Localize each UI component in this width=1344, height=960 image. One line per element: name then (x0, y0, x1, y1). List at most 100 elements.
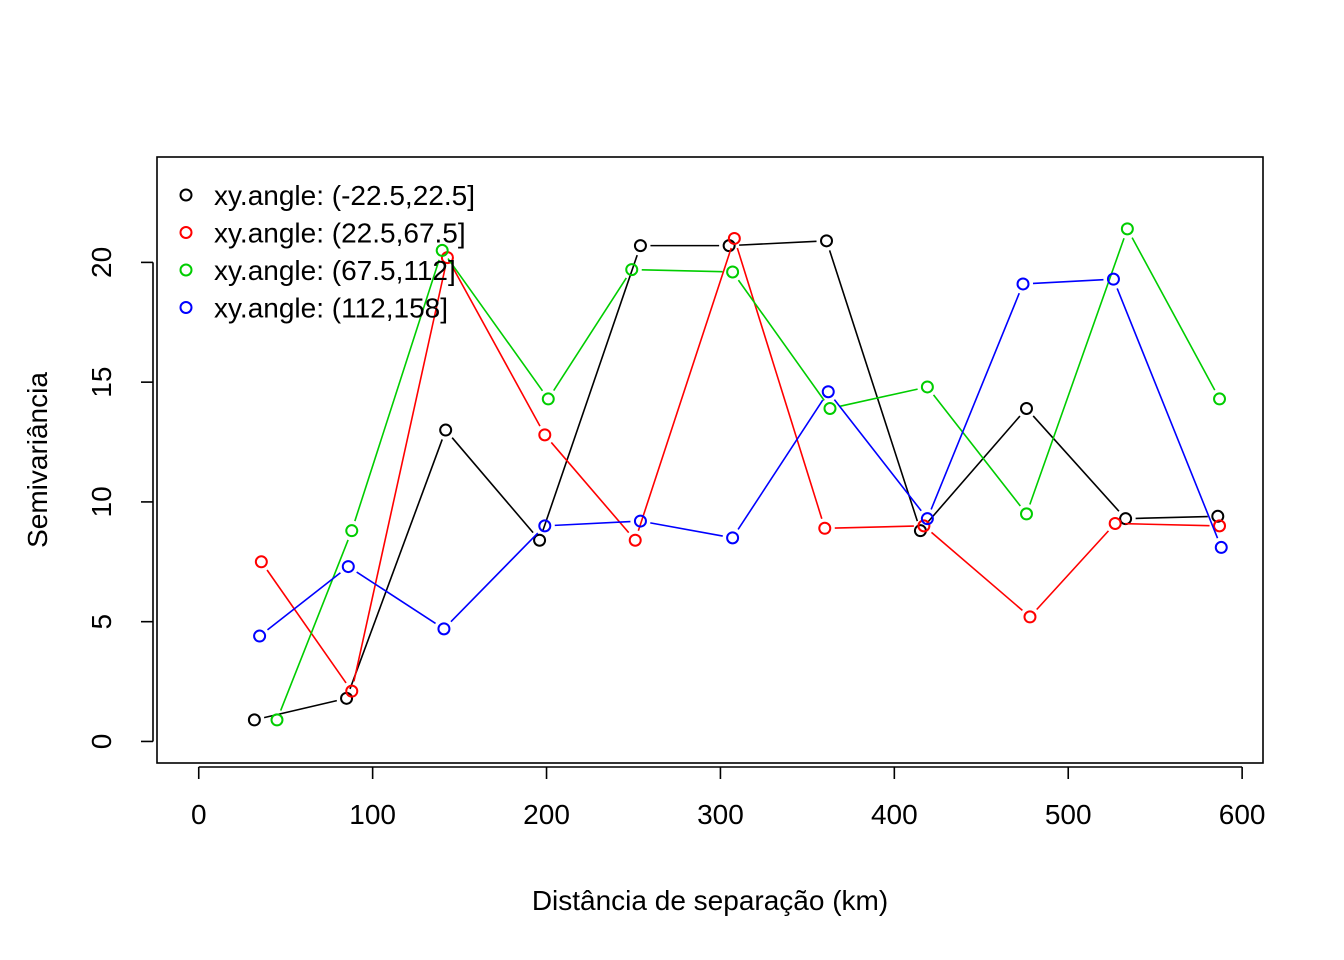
series-line-segment (736, 247, 823, 519)
x-tick-label: 600 (1219, 799, 1266, 830)
legend-marker (179, 188, 193, 202)
series-line-segment (1116, 288, 1219, 539)
x-axis-title: Distância de separação (km) (532, 885, 888, 916)
data-point (533, 533, 547, 547)
series-line-segment (932, 394, 1021, 507)
data-point (247, 713, 261, 727)
data-point (1213, 392, 1227, 406)
data-point (818, 521, 832, 535)
series-line-segment (356, 571, 436, 625)
data-point (1023, 610, 1037, 624)
data-point (727, 231, 741, 245)
series-line-segment (451, 265, 541, 427)
data-point (1214, 540, 1228, 554)
series-line-segment (1125, 522, 1210, 527)
legend-label: xy.angle: (-22.5,22.5] (214, 180, 475, 211)
data-point (1119, 512, 1133, 526)
legend-marker (179, 263, 193, 277)
data-point (821, 385, 835, 399)
legend-label: xy.angle: (67.5,112] (214, 255, 456, 286)
series-line-segment (1032, 415, 1120, 512)
series-line-segment (1135, 515, 1208, 520)
y-axis: 0 5 10 15 20 (86, 247, 154, 750)
data-point (633, 514, 647, 528)
series-line-segment (926, 415, 1021, 524)
series-line-segment (641, 269, 723, 273)
series-line-segment (739, 240, 817, 246)
series-line-segment (650, 522, 723, 537)
series-line-segment (833, 399, 922, 512)
series-layer (247, 222, 1228, 727)
series-line-segment (451, 437, 534, 534)
series-line-segment (266, 572, 341, 631)
x-axis: 0 100 200 300 400 500 600 (191, 766, 1266, 830)
series-1 (247, 234, 1225, 727)
data-point (435, 243, 449, 257)
data-point (345, 684, 359, 698)
series-line-segment (637, 247, 732, 531)
series-line-segment (737, 279, 825, 401)
x-tick-label: 500 (1045, 799, 1092, 830)
data-point (437, 622, 451, 636)
data-point (341, 560, 355, 574)
series-line-segment (279, 539, 349, 711)
data-point (625, 263, 639, 277)
x-tick-label: 300 (697, 799, 744, 830)
legend-marker (179, 301, 193, 314)
data-point (917, 519, 931, 533)
legend: xy.angle: (-22.5,22.5] xy.angle: (22.5,67… (179, 180, 475, 324)
series-line-segment (542, 254, 638, 532)
y-tick-label: 15 (86, 367, 117, 398)
data-point (1019, 402, 1033, 416)
data-point (541, 392, 555, 406)
data-point (538, 428, 552, 442)
y-tick-label: 5 (86, 614, 117, 630)
data-point (1211, 509, 1225, 523)
series-line-segment (930, 292, 1020, 510)
data-point (1120, 222, 1134, 236)
data-point (1106, 272, 1120, 286)
data-point (538, 519, 552, 533)
series-3 (270, 222, 1227, 727)
series-line-segment (930, 531, 1023, 611)
data-point (1108, 516, 1122, 530)
data-point (920, 380, 934, 394)
legend-item: xy.angle: (22.5,67.5] (179, 218, 466, 249)
series-line-segment (353, 267, 447, 682)
data-point (1019, 507, 1033, 521)
legend-label: xy.angle: (22.5,67.5] (214, 218, 466, 249)
data-point (270, 713, 284, 727)
legend-label: xy.angle: (112,158] (214, 293, 448, 324)
series-line-segment (828, 250, 919, 522)
y-axis-title: Semivariância (22, 372, 53, 548)
series-line-segment (554, 520, 631, 527)
series-line-segment (839, 388, 918, 408)
series-line-segment (266, 569, 347, 684)
series-2 (254, 231, 1227, 698)
series-line-segment (450, 532, 539, 623)
series-line-segment (1032, 278, 1104, 285)
series-line-segment (349, 439, 443, 690)
series-line-segment (834, 525, 914, 529)
x-tick-label: 100 (349, 799, 396, 830)
series-line-segment (1131, 237, 1216, 391)
y-tick-label: 0 (86, 734, 117, 750)
x-tick-label: 0 (191, 799, 207, 830)
data-point (628, 533, 642, 547)
data-point (1213, 519, 1227, 533)
y-tick-label: 10 (86, 486, 117, 517)
legend-item: xy.angle: (67.5,112] (179, 255, 456, 286)
series-line-segment (737, 399, 824, 530)
series-line-segment (550, 441, 630, 534)
data-point (1016, 277, 1030, 291)
series-line-segment (553, 277, 627, 391)
data-point (823, 402, 837, 416)
data-point (726, 531, 740, 545)
data-point (633, 239, 647, 253)
plot-frame (156, 156, 1264, 764)
legend-item: xy.angle: (-22.5,22.5] (179, 180, 475, 211)
series-4 (253, 272, 1228, 643)
data-point (253, 629, 267, 643)
data-point (726, 265, 740, 279)
data-point (920, 512, 934, 526)
